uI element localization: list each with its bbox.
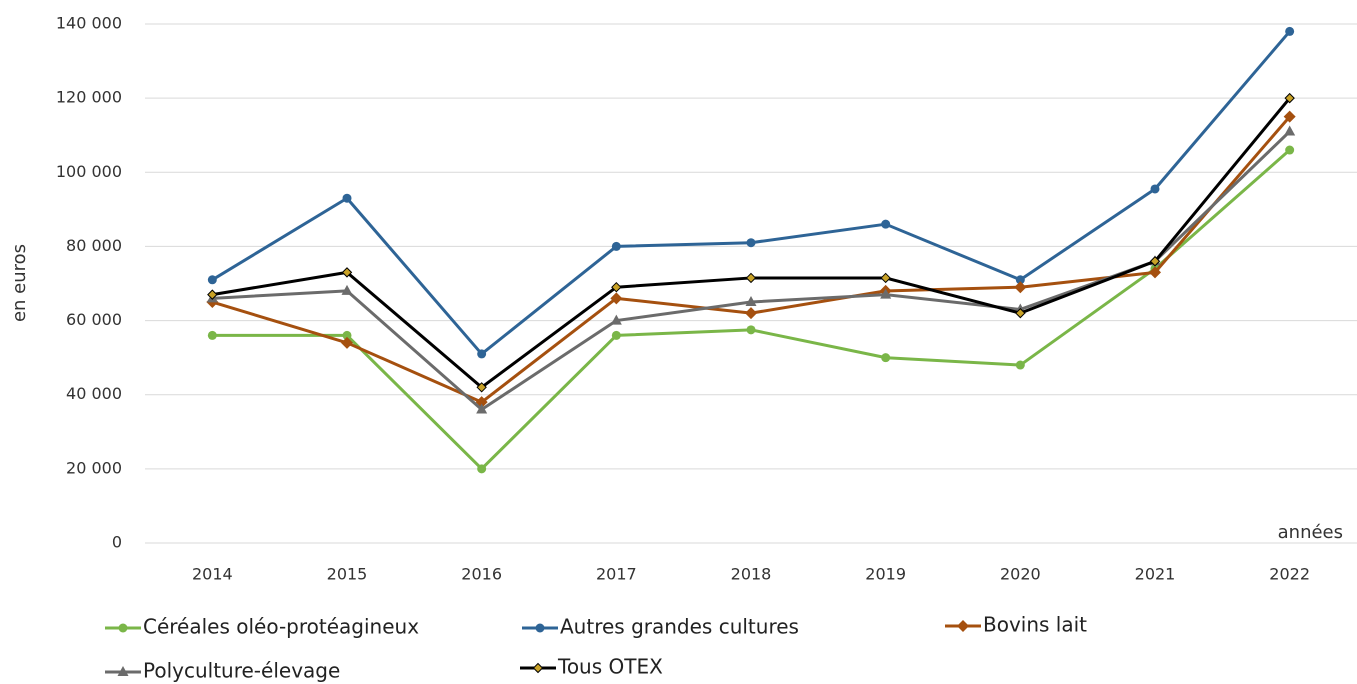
marker	[117, 666, 129, 676]
marker	[207, 275, 217, 285]
marker	[611, 241, 621, 251]
marker	[1283, 110, 1296, 123]
marker	[745, 272, 757, 284]
marker	[1150, 184, 1160, 194]
marker	[880, 272, 891, 284]
y-tick-label: 0	[112, 533, 122, 552]
legend-label: Polyculture-élevage	[143, 659, 340, 683]
marker	[881, 353, 891, 363]
marker	[341, 267, 353, 278]
x-tick-label: 2014	[192, 565, 233, 584]
marker	[342, 193, 352, 203]
marker	[611, 281, 622, 293]
legend-label: Céréales oléo-protéagineux	[143, 615, 419, 639]
marker	[476, 403, 488, 414]
y-tick-label: 100 000	[56, 162, 122, 181]
x-tick-label: 2019	[865, 565, 906, 584]
marker	[610, 292, 623, 305]
legend-label: Bovins lait	[983, 613, 1087, 637]
marker	[957, 620, 969, 632]
marker	[880, 288, 892, 299]
marker	[535, 623, 545, 633]
marker	[1015, 275, 1025, 285]
x-tick-label: 2017	[596, 565, 637, 584]
marker	[1015, 360, 1025, 370]
marker	[342, 330, 352, 340]
legend-label: Tous OTEX	[557, 655, 663, 679]
marker	[1149, 266, 1161, 279]
marker	[1014, 281, 1027, 294]
y-tick-label: 60 000	[66, 310, 122, 329]
marker	[745, 307, 757, 320]
x-tick-label: 2018	[731, 565, 772, 584]
marker	[1284, 125, 1296, 136]
marker	[1015, 307, 1026, 319]
x-tick-label: 2016	[461, 565, 502, 584]
marker	[477, 464, 487, 474]
marker	[341, 336, 353, 349]
x-tick-label: 2022	[1269, 565, 1310, 584]
x-tick-label: 2015	[327, 565, 368, 584]
marker	[745, 296, 757, 307]
x-tick-label: 2020	[1000, 565, 1041, 584]
marker	[1149, 256, 1161, 267]
marker	[611, 330, 621, 340]
y-axis-label: en euros	[9, 244, 30, 322]
marker	[881, 219, 891, 229]
y-tick-label: 20 000	[66, 458, 122, 477]
x-axis-label: années	[1278, 522, 1343, 543]
y-tick-label: 140 000	[56, 14, 122, 33]
marker	[477, 349, 487, 359]
marker	[610, 314, 622, 325]
marker	[118, 623, 128, 633]
marker	[207, 289, 218, 300]
marker	[207, 330, 217, 340]
marker	[341, 284, 353, 295]
y-tick-label: 80 000	[66, 236, 122, 255]
marker	[1284, 92, 1295, 104]
marker	[746, 325, 756, 335]
x-tick-label: 2021	[1135, 565, 1176, 584]
legend-label: Autres grandes cultures	[560, 615, 799, 639]
y-tick-label: 120 000	[56, 88, 122, 107]
y-tick-label: 40 000	[66, 384, 122, 403]
marker	[1285, 145, 1295, 155]
marker	[476, 382, 487, 393]
marker	[532, 662, 544, 674]
series-line	[211, 115, 1291, 404]
marker	[746, 238, 756, 248]
marker	[1285, 26, 1295, 36]
